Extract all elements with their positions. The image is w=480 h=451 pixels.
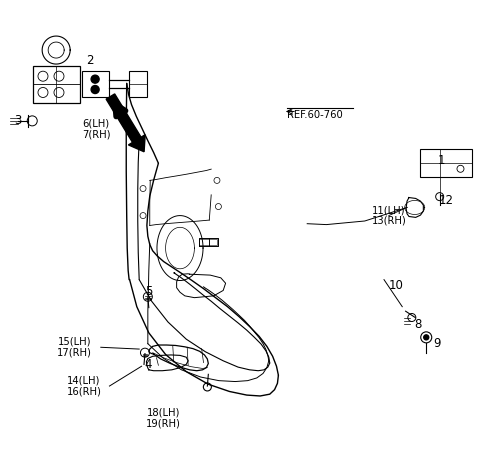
Text: 5: 5: [145, 285, 153, 298]
Circle shape: [91, 75, 99, 83]
Text: REF.60-760: REF.60-760: [287, 110, 343, 120]
Polygon shape: [106, 94, 141, 143]
Text: 2: 2: [86, 55, 94, 67]
Text: 1: 1: [438, 154, 445, 166]
Text: 18(LH): 18(LH): [146, 407, 180, 417]
Text: 3: 3: [14, 115, 22, 127]
Text: 6(LH): 6(LH): [83, 119, 109, 129]
Text: 19(RH): 19(RH): [146, 418, 180, 428]
Text: 14(LH): 14(LH): [67, 376, 101, 386]
Bar: [420, 149, 472, 177]
Text: 13(RH): 13(RH): [372, 216, 406, 226]
Bar: [82, 71, 108, 97]
Text: 7(RH): 7(RH): [82, 129, 110, 139]
Text: 16(RH): 16(RH): [67, 387, 101, 396]
Text: 15(LH): 15(LH): [58, 337, 91, 347]
Text: 9: 9: [433, 337, 441, 350]
Circle shape: [91, 86, 99, 93]
Polygon shape: [129, 135, 145, 152]
Text: 10: 10: [389, 280, 403, 292]
Text: 17(RH): 17(RH): [57, 348, 92, 358]
Text: 4: 4: [144, 358, 152, 371]
Text: 12: 12: [439, 194, 454, 207]
Text: 8: 8: [414, 318, 421, 331]
Bar: [33, 66, 80, 103]
Bar: [129, 71, 147, 97]
Circle shape: [424, 335, 429, 340]
Text: 11(LH): 11(LH): [372, 205, 406, 215]
